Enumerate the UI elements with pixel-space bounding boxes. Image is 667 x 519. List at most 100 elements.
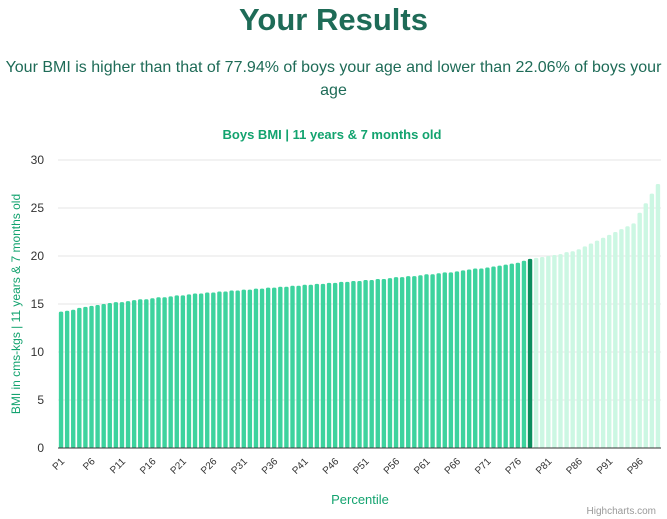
bar-p10[interactable] bbox=[113, 302, 119, 448]
bar-p53[interactable] bbox=[375, 279, 380, 448]
bar-p19[interactable] bbox=[168, 296, 173, 448]
bar-p88[interactable] bbox=[588, 243, 594, 448]
bar-p24[interactable] bbox=[198, 293, 204, 448]
bar-p37[interactable] bbox=[278, 286, 283, 448]
bar-p95[interactable] bbox=[631, 223, 636, 448]
bar-p63[interactable] bbox=[436, 273, 441, 448]
bar-p36[interactable] bbox=[272, 287, 277, 448]
bar-p25[interactable] bbox=[205, 292, 210, 448]
bar-p8[interactable] bbox=[101, 304, 106, 448]
bar-p65[interactable] bbox=[448, 272, 454, 448]
bar-p61[interactable] bbox=[424, 274, 429, 448]
bar-p82[interactable] bbox=[552, 255, 557, 448]
bar-p32[interactable] bbox=[247, 289, 253, 448]
bar-p44[interactable] bbox=[320, 283, 326, 448]
bar-p56[interactable] bbox=[393, 277, 399, 448]
bar-p97[interactable] bbox=[643, 203, 648, 448]
bar-p16[interactable] bbox=[150, 298, 155, 448]
bar-p15[interactable] bbox=[144, 299, 149, 448]
bar-user-percentile[interactable] bbox=[527, 258, 533, 448]
bar-p89[interactable] bbox=[594, 240, 600, 448]
bar-p58[interactable] bbox=[406, 276, 411, 448]
bar-p99[interactable] bbox=[655, 184, 661, 448]
bar-p98[interactable] bbox=[649, 193, 655, 448]
bar-p68[interactable] bbox=[466, 269, 472, 448]
bar-p60[interactable] bbox=[418, 275, 423, 448]
bar-p76[interactable] bbox=[515, 262, 521, 448]
bar-p2[interactable] bbox=[64, 310, 70, 448]
bar-p72[interactable] bbox=[491, 266, 496, 448]
bar-p45[interactable] bbox=[326, 282, 332, 448]
bar-p40[interactable] bbox=[296, 285, 301, 448]
bar-p80[interactable] bbox=[540, 256, 545, 448]
bar-p96[interactable] bbox=[637, 212, 642, 448]
bar-p33[interactable] bbox=[253, 288, 259, 448]
credits-link[interactable]: Highcharts.com bbox=[587, 506, 656, 517]
bar-p22[interactable] bbox=[186, 294, 192, 448]
bar-p55[interactable] bbox=[387, 278, 393, 448]
bar-p62[interactable] bbox=[430, 274, 435, 448]
bar-p87[interactable] bbox=[582, 246, 588, 448]
bar-p18[interactable] bbox=[162, 297, 167, 448]
bar-p20[interactable] bbox=[174, 295, 179, 448]
bar-p67[interactable] bbox=[460, 270, 466, 448]
bar-p94[interactable] bbox=[625, 226, 630, 448]
bar-p59[interactable] bbox=[412, 276, 417, 448]
bar-p42[interactable] bbox=[308, 284, 313, 448]
bar-p71[interactable] bbox=[485, 267, 490, 448]
bar-p74[interactable] bbox=[503, 264, 508, 448]
bar-p14[interactable] bbox=[138, 299, 143, 448]
bar-p13[interactable] bbox=[131, 300, 137, 448]
bar-p28[interactable] bbox=[223, 291, 228, 448]
bar-p17[interactable] bbox=[156, 297, 161, 448]
bar-p41[interactable] bbox=[302, 284, 307, 448]
bar-p79[interactable] bbox=[533, 257, 539, 448]
bar-p84[interactable] bbox=[564, 252, 569, 448]
bar-p48[interactable] bbox=[345, 281, 350, 448]
bar-p70[interactable] bbox=[479, 268, 484, 448]
bar-p51[interactable] bbox=[363, 280, 368, 448]
bar-p21[interactable] bbox=[180, 295, 186, 448]
bar-p34[interactable] bbox=[259, 288, 265, 448]
bar-p6[interactable] bbox=[89, 305, 94, 448]
bar-p75[interactable] bbox=[509, 263, 514, 448]
bar-p83[interactable] bbox=[558, 254, 563, 448]
bar-p92[interactable] bbox=[613, 232, 618, 448]
bar-p5[interactable] bbox=[83, 306, 88, 448]
bar-p47[interactable] bbox=[339, 281, 344, 448]
bar-p9[interactable] bbox=[107, 303, 112, 448]
bar-p35[interactable] bbox=[265, 287, 271, 448]
bar-p91[interactable] bbox=[607, 234, 612, 448]
bar-p64[interactable] bbox=[442, 272, 447, 448]
bar-p85[interactable] bbox=[570, 251, 575, 448]
bar-p23[interactable] bbox=[192, 293, 198, 448]
bar-p1[interactable] bbox=[58, 311, 64, 448]
bar-p46[interactable] bbox=[332, 282, 338, 448]
bar-p43[interactable] bbox=[314, 283, 320, 448]
bar-p69[interactable] bbox=[473, 268, 478, 448]
bar-p57[interactable] bbox=[399, 277, 405, 448]
bar-p77[interactable] bbox=[521, 260, 527, 448]
bar-p90[interactable] bbox=[600, 237, 606, 448]
bar-p38[interactable] bbox=[284, 286, 289, 448]
bar-p12[interactable] bbox=[125, 301, 131, 448]
bar-p86[interactable] bbox=[576, 249, 581, 448]
bar-p7[interactable] bbox=[95, 304, 100, 448]
bar-p3[interactable] bbox=[71, 309, 76, 448]
bar-p73[interactable] bbox=[497, 265, 502, 448]
bar-p81[interactable] bbox=[546, 256, 551, 448]
bar-p11[interactable] bbox=[119, 302, 125, 448]
bar-p49[interactable] bbox=[351, 280, 356, 448]
bar-p93[interactable] bbox=[619, 229, 624, 448]
bar-p54[interactable] bbox=[381, 279, 387, 448]
bar-p4[interactable] bbox=[77, 307, 82, 448]
bar-p39[interactable] bbox=[290, 285, 295, 448]
bar-p30[interactable] bbox=[235, 290, 240, 448]
bar-p50[interactable] bbox=[357, 280, 362, 448]
bar-p29[interactable] bbox=[229, 290, 234, 448]
bar-p52[interactable] bbox=[369, 280, 374, 448]
bar-p31[interactable] bbox=[241, 289, 246, 448]
bar-p66[interactable] bbox=[454, 271, 460, 448]
bar-p27[interactable] bbox=[217, 291, 222, 448]
bar-p26[interactable] bbox=[211, 292, 216, 448]
